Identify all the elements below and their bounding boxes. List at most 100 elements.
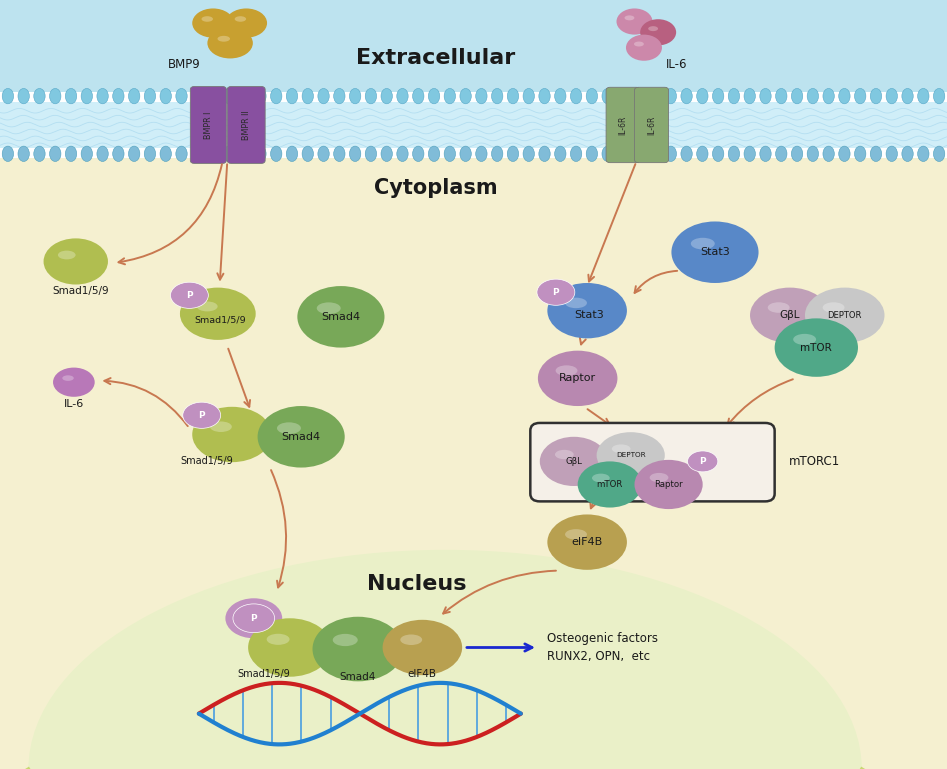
Ellipse shape	[34, 88, 45, 104]
Text: IL-6R: IL-6R	[618, 115, 628, 135]
Ellipse shape	[18, 88, 29, 104]
Ellipse shape	[648, 26, 658, 31]
Ellipse shape	[460, 88, 472, 104]
Ellipse shape	[555, 146, 566, 161]
Text: Smad1/5/9: Smad1/5/9	[237, 669, 290, 680]
Ellipse shape	[271, 146, 282, 161]
Ellipse shape	[235, 16, 246, 22]
Text: Smad4: Smad4	[281, 431, 321, 442]
Ellipse shape	[286, 88, 297, 104]
Text: RUNX2, OPN,  etc: RUNX2, OPN, etc	[547, 651, 651, 663]
FancyArrowPatch shape	[587, 409, 610, 424]
Ellipse shape	[650, 88, 661, 104]
Ellipse shape	[192, 407, 272, 462]
Text: Stat3: Stat3	[574, 310, 604, 321]
Ellipse shape	[918, 88, 929, 104]
Ellipse shape	[28, 550, 862, 769]
Text: DEPTOR: DEPTOR	[616, 452, 646, 458]
Text: GβL: GβL	[779, 310, 800, 321]
Ellipse shape	[302, 146, 313, 161]
Ellipse shape	[53, 368, 95, 397]
Text: P: P	[199, 411, 205, 420]
FancyBboxPatch shape	[227, 87, 265, 164]
Text: mTORC1: mTORC1	[789, 455, 840, 468]
Ellipse shape	[634, 88, 645, 104]
Ellipse shape	[397, 146, 408, 161]
Ellipse shape	[239, 146, 250, 161]
Ellipse shape	[617, 88, 629, 104]
Ellipse shape	[547, 283, 627, 338]
FancyArrowPatch shape	[727, 379, 793, 425]
Ellipse shape	[776, 88, 787, 104]
Ellipse shape	[63, 375, 74, 381]
Ellipse shape	[318, 88, 330, 104]
Ellipse shape	[183, 402, 221, 428]
Ellipse shape	[366, 88, 377, 104]
FancyArrowPatch shape	[104, 378, 188, 426]
Ellipse shape	[586, 146, 598, 161]
FancyArrowPatch shape	[634, 271, 677, 293]
Text: mTOR: mTOR	[597, 480, 623, 489]
Ellipse shape	[805, 288, 884, 343]
Ellipse shape	[839, 146, 850, 161]
Ellipse shape	[180, 288, 256, 340]
Ellipse shape	[592, 474, 610, 482]
Ellipse shape	[688, 451, 718, 472]
Ellipse shape	[49, 146, 61, 161]
Ellipse shape	[744, 146, 756, 161]
Ellipse shape	[176, 88, 188, 104]
Ellipse shape	[934, 146, 945, 161]
Ellipse shape	[634, 460, 703, 509]
Ellipse shape	[634, 42, 644, 46]
Ellipse shape	[794, 334, 816, 345]
Ellipse shape	[65, 146, 77, 161]
Ellipse shape	[210, 421, 232, 432]
Text: Nucleus: Nucleus	[366, 574, 467, 594]
Ellipse shape	[597, 432, 665, 478]
Ellipse shape	[626, 35, 662, 61]
Ellipse shape	[413, 146, 424, 161]
Ellipse shape	[176, 146, 188, 161]
Ellipse shape	[616, 8, 652, 35]
Ellipse shape	[870, 146, 882, 161]
Ellipse shape	[547, 514, 627, 570]
Ellipse shape	[697, 146, 708, 161]
FancyBboxPatch shape	[634, 88, 669, 163]
Text: BMPR II: BMPR II	[241, 110, 251, 140]
FancyArrowPatch shape	[580, 338, 586, 345]
Ellipse shape	[97, 88, 108, 104]
Ellipse shape	[207, 28, 253, 58]
Ellipse shape	[697, 88, 708, 104]
Text: GβL: GβL	[565, 457, 582, 466]
Text: Raptor: Raptor	[654, 480, 683, 489]
Ellipse shape	[113, 88, 124, 104]
Ellipse shape	[318, 146, 330, 161]
Text: Smad1/5/9: Smad1/5/9	[194, 315, 245, 325]
Ellipse shape	[160, 146, 171, 161]
Ellipse shape	[556, 365, 578, 376]
Ellipse shape	[537, 279, 575, 305]
Ellipse shape	[854, 146, 866, 161]
Ellipse shape	[44, 238, 108, 285]
Ellipse shape	[602, 88, 614, 104]
Ellipse shape	[624, 15, 634, 20]
Ellipse shape	[65, 88, 77, 104]
Ellipse shape	[768, 302, 790, 313]
FancyBboxPatch shape	[190, 87, 226, 164]
Ellipse shape	[792, 88, 803, 104]
FancyArrowPatch shape	[228, 348, 250, 407]
FancyArrowPatch shape	[590, 496, 596, 508]
Ellipse shape	[333, 146, 345, 161]
Bar	[0, 102, 947, 148]
Ellipse shape	[238, 609, 254, 617]
Ellipse shape	[886, 146, 898, 161]
Ellipse shape	[349, 146, 361, 161]
Ellipse shape	[267, 634, 290, 645]
Ellipse shape	[775, 318, 858, 377]
Ellipse shape	[2, 88, 13, 104]
Ellipse shape	[586, 88, 598, 104]
Ellipse shape	[255, 146, 266, 161]
Text: P: P	[251, 614, 257, 623]
Ellipse shape	[297, 286, 384, 348]
Text: Extracellular: Extracellular	[356, 48, 515, 68]
